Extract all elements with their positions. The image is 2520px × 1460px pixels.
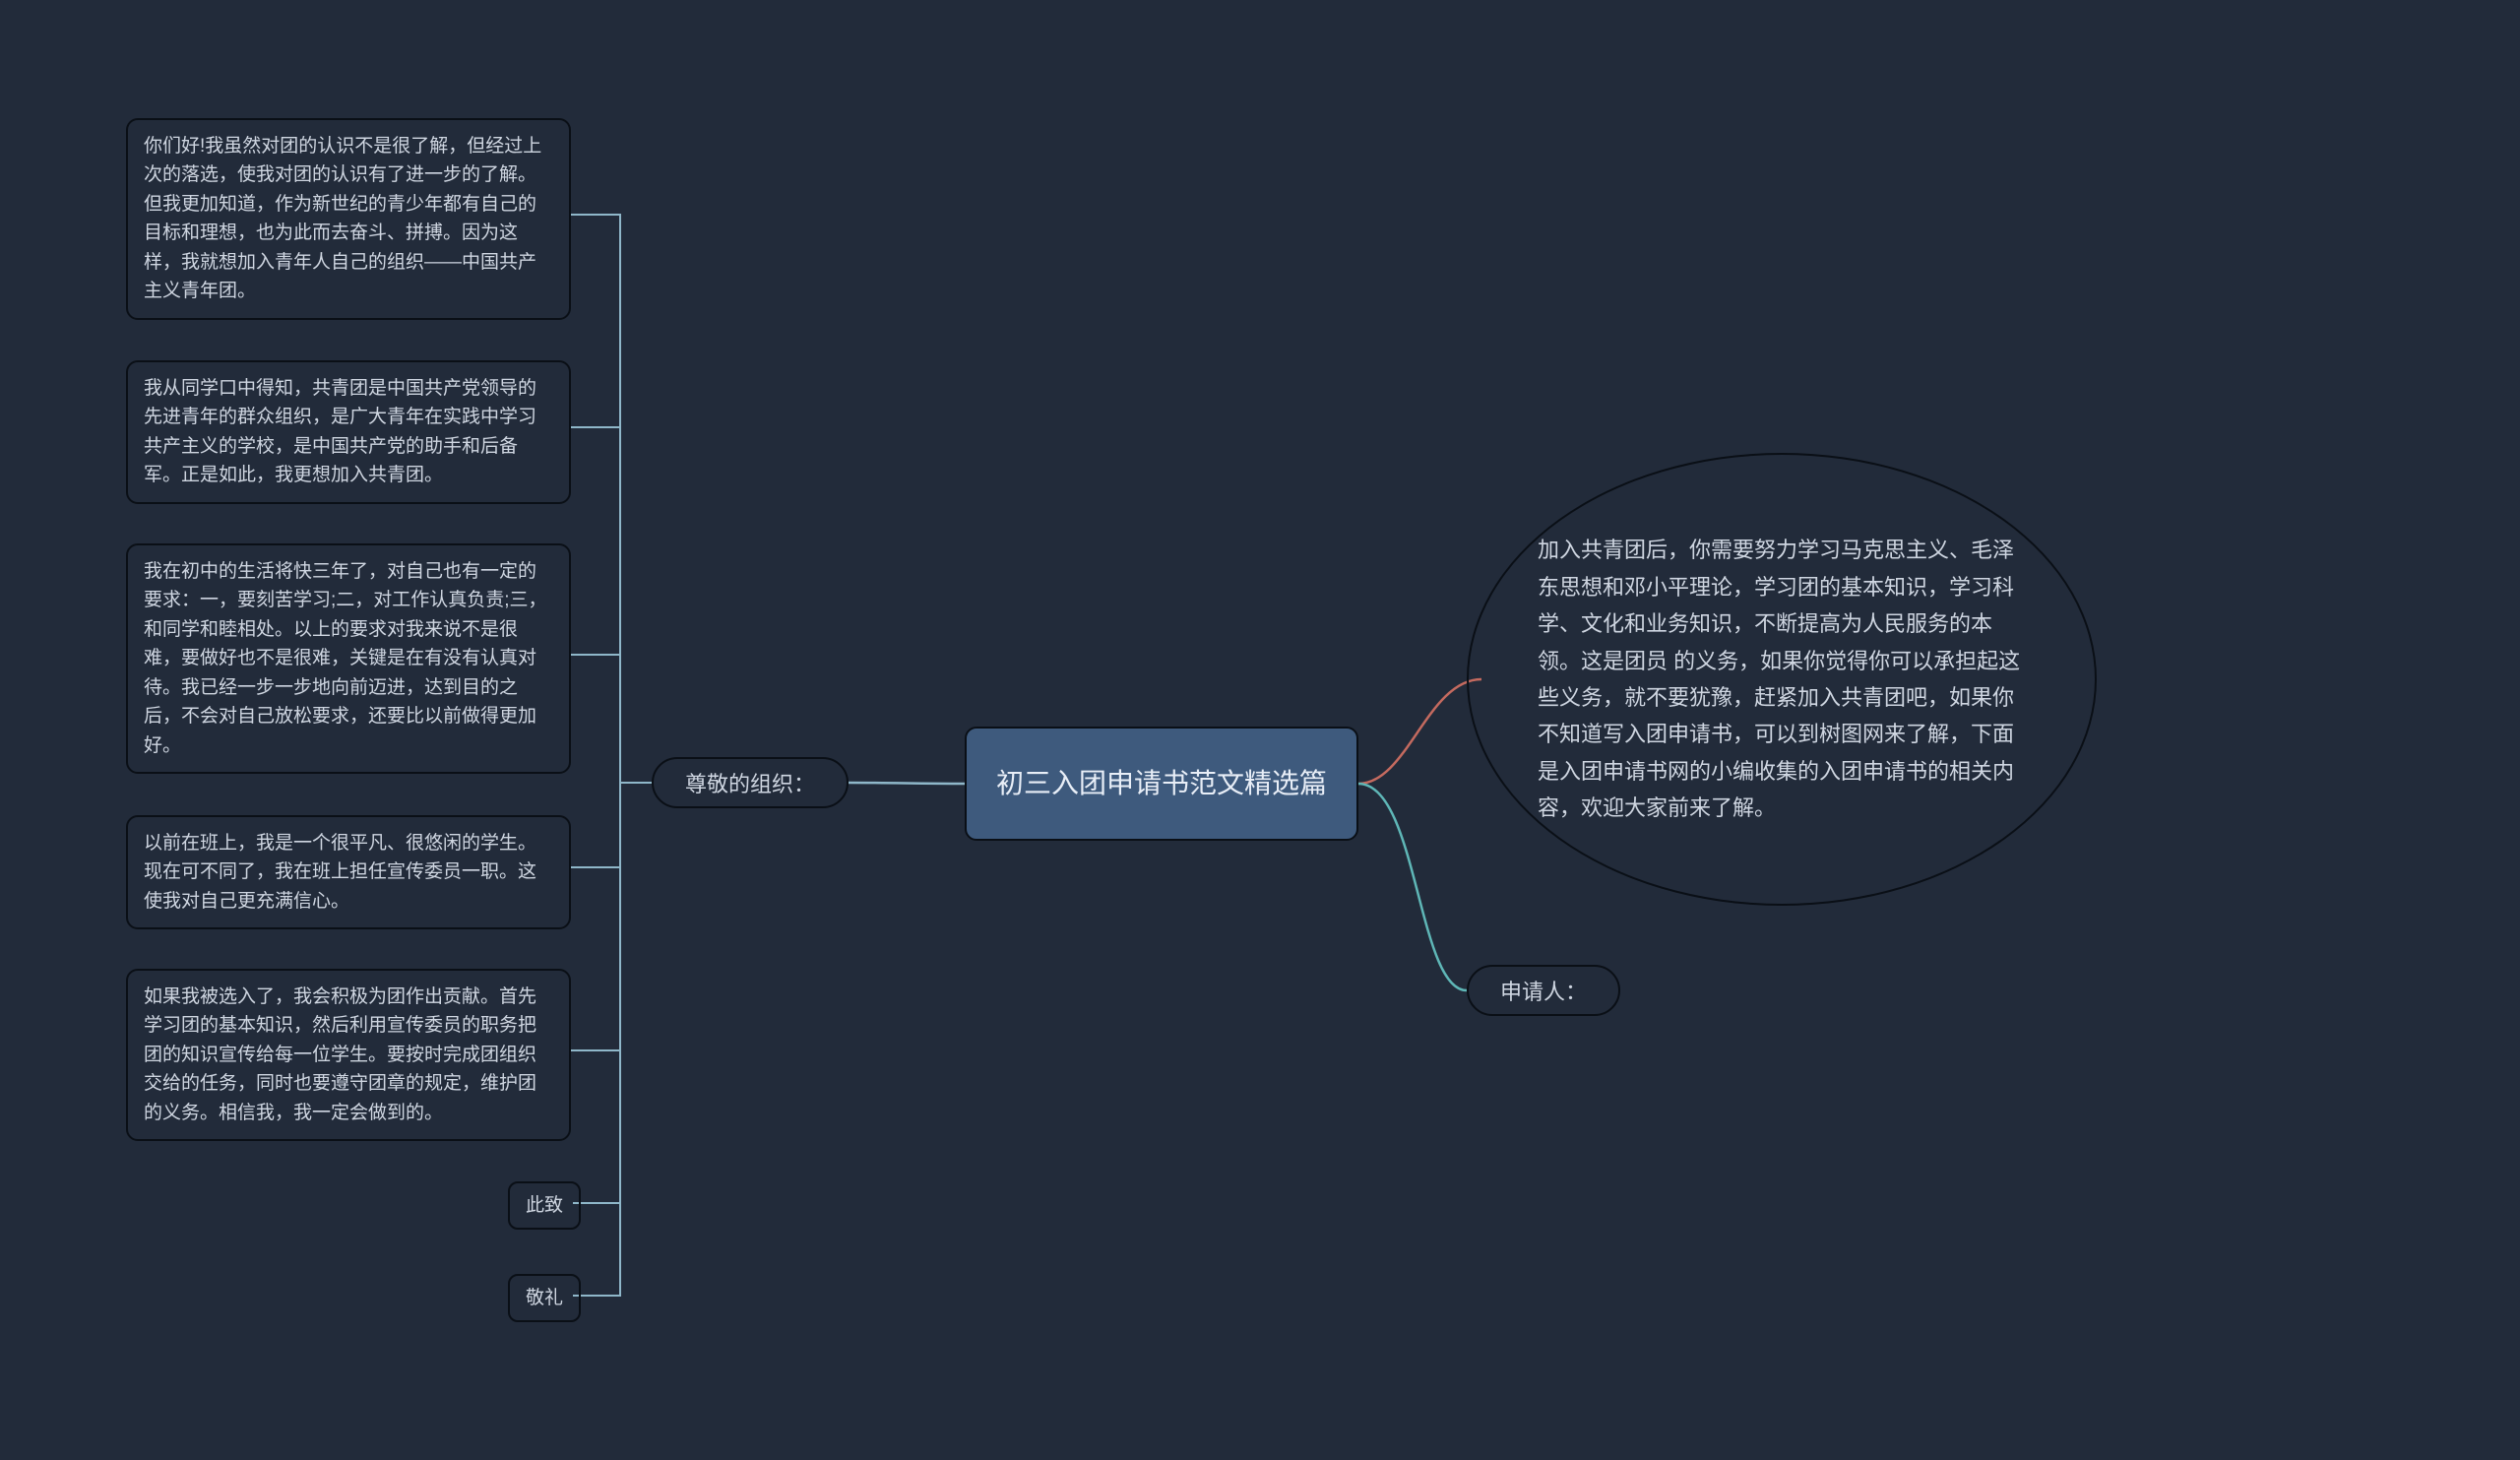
- connector-left-leaf-2: [571, 655, 652, 783]
- right-applicant-node[interactable]: 申请人：: [1467, 965, 1620, 1016]
- left-leaf-1[interactable]: 我从同学口中得知，共青团是中国共产党领导的先进青年的群众组织，是广大青年在实践中…: [126, 360, 571, 504]
- mindmap-canvas: 初三入团申请书范文精选篇 尊敬的组织： 你们好!我虽然对团的认识不是很了解，但经…: [0, 0, 2520, 1460]
- left-leaf-0[interactable]: 你们好!我虽然对团的认识不是很了解，但经过上次的落选，使我对团的认识有了进一步的…: [126, 118, 571, 320]
- root-node[interactable]: 初三入团申请书范文精选篇: [965, 727, 1358, 841]
- connector-left-leaf-3: [571, 783, 652, 867]
- left-leaf-2[interactable]: 我在初中的生活将快三年了，对自己也有一定的要求：一，要刻苦学习;二，对工作认真负…: [126, 543, 571, 774]
- connector-left-leaf-4: [571, 783, 652, 1050]
- connector-left-leaf-1: [571, 427, 652, 783]
- left-leaf-3[interactable]: 以前在班上，我是一个很平凡、很悠闲的学生。现在可不同了，我在班上担任宣传委员一职…: [126, 815, 571, 929]
- left-leaf-5[interactable]: 此致: [508, 1181, 581, 1230]
- connector-root-right-0: [1358, 679, 1481, 784]
- connector-left-leaf-5: [573, 783, 652, 1203]
- left-leaf-4[interactable]: 如果我被选入了，我会积极为团作出贡献。首先学习团的基本知识，然后利用宣传委员的职…: [126, 969, 571, 1141]
- left-leaf-6[interactable]: 敬礼: [508, 1274, 581, 1322]
- connector-root-left: [849, 783, 965, 784]
- connector-left-leaf-0: [571, 215, 652, 783]
- left-branch-node[interactable]: 尊敬的组织：: [652, 757, 849, 808]
- connector-root-right-1: [1358, 784, 1467, 990]
- right-bubble-text: 加入共青团后，你需要努力学习马克思主义、毛泽东思想和邓小平理论，学习团的基本知识…: [1538, 532, 2026, 826]
- connector-left-leaf-6: [573, 783, 652, 1296]
- right-bubble-node[interactable]: 加入共青团后，你需要努力学习马克思主义、毛泽东思想和邓小平理论，学习团的基本知识…: [1467, 453, 2097, 906]
